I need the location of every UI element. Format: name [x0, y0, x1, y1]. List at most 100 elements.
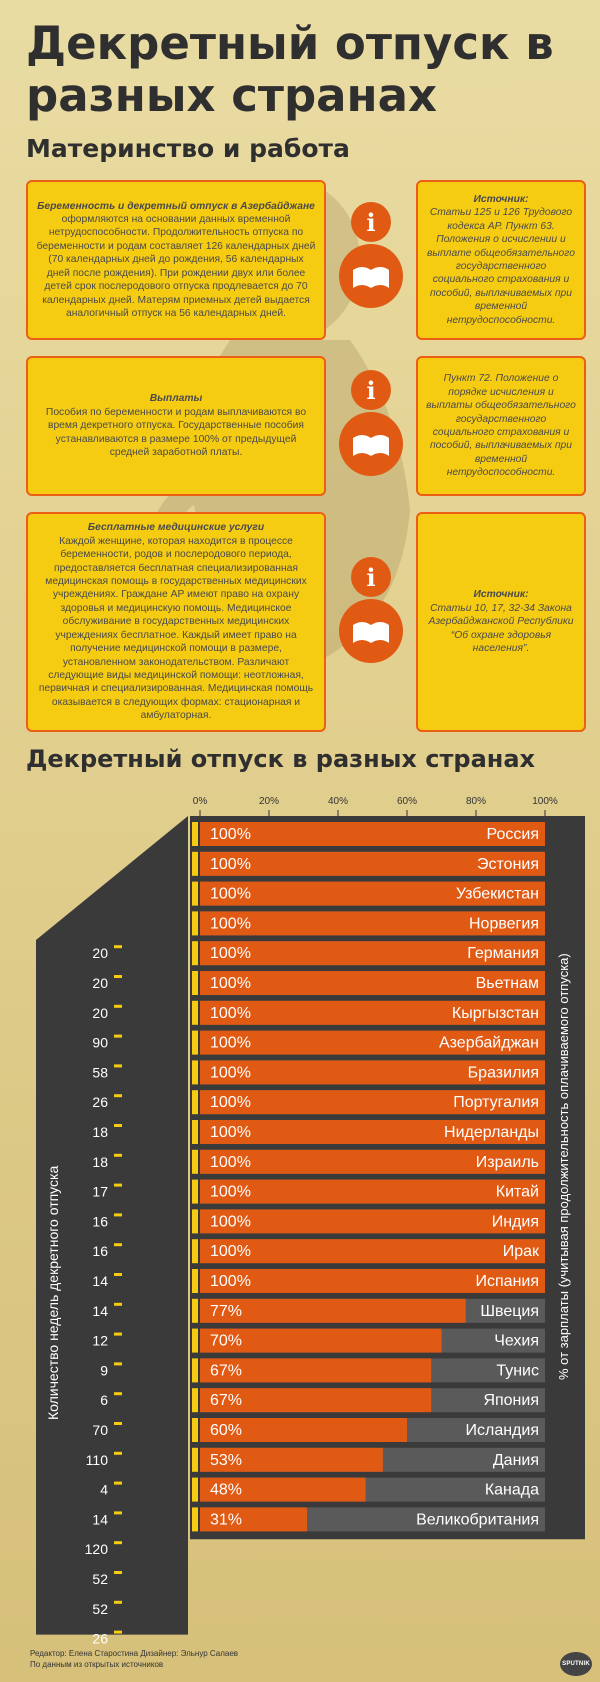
- source-card-2: Пункт 72. Положение о порядке исчисления…: [416, 356, 586, 496]
- bar: [200, 851, 545, 876]
- x-tick-label: 0%: [193, 796, 208, 807]
- free-medical-heading: Бесплатные медицинские услуги: [87, 522, 265, 534]
- category-label: Азербайджан: [439, 1035, 539, 1052]
- weeks-accent: [114, 1034, 122, 1038]
- bar: [200, 1418, 407, 1442]
- payments-card: Выплаты Пособия по беременности и родам …: [26, 356, 326, 496]
- weeks-accent: [114, 1004, 122, 1008]
- bar-accent: [192, 1120, 198, 1144]
- weeks-value: 16: [92, 1213, 108, 1229]
- weeks-accent: [114, 1273, 122, 1276]
- x-tick-label: 100%: [532, 796, 558, 807]
- value-label: 100%: [210, 1154, 251, 1171]
- category-label: Нидерланды: [444, 1124, 539, 1141]
- weeks-value: 18: [92, 1154, 108, 1170]
- weeks-value: 12: [92, 1333, 108, 1349]
- x-tick-label: 60%: [397, 796, 417, 807]
- bar-accent: [192, 881, 198, 906]
- bar: [200, 1328, 442, 1353]
- bar: [200, 1388, 432, 1413]
- category-label: Дания: [493, 1452, 539, 1469]
- weeks-value: 4: [100, 1482, 108, 1498]
- category-label: Канада: [485, 1482, 539, 1499]
- value-label: 100%: [210, 1243, 251, 1260]
- bar: [200, 971, 545, 995]
- category-label: Исландия: [465, 1422, 539, 1439]
- bar-accent: [192, 1358, 198, 1383]
- weeks-accent: [114, 1451, 122, 1455]
- weeks-value: 26: [92, 1631, 108, 1647]
- value-label: 100%: [210, 1124, 251, 1141]
- source-card-1: Источник: Статьи 125 и 126 Трудового код…: [416, 180, 586, 340]
- bar: [200, 1447, 383, 1472]
- value-label: 100%: [210, 1035, 251, 1052]
- source-heading: Источник:: [473, 589, 529, 601]
- value-label: 100%: [210, 1184, 251, 1201]
- weeks-accent: [114, 1332, 122, 1336]
- bar: [200, 1358, 432, 1383]
- source-text: Статьи 125 и 126 Трудового кодекса АР. П…: [427, 207, 575, 326]
- source-line: По данным из открытых источников: [30, 1660, 164, 1669]
- category-label: Китай: [496, 1184, 539, 1201]
- category-label: Израиль: [476, 1154, 539, 1171]
- weeks-accent: [114, 1511, 122, 1515]
- bar: [200, 941, 545, 966]
- chart-panel: [190, 816, 585, 1540]
- value-label: 67%: [210, 1392, 242, 1409]
- category-label: Кыргызстан: [452, 1005, 539, 1022]
- bar: [200, 1507, 307, 1532]
- category-label: Норвегия: [469, 915, 539, 932]
- bar-accent: [192, 1030, 198, 1055]
- category-label: Узбекистан: [456, 886, 539, 903]
- weeks-accent: [114, 975, 122, 978]
- bar-accent: [192, 1298, 198, 1323]
- category-label: Португалия: [453, 1094, 539, 1111]
- footer-credit: Редактор: Елена Старостина Дизайнер: Эль…: [30, 1648, 238, 1670]
- info-book-icon: i: [339, 557, 403, 663]
- bar-accent: [192, 1269, 198, 1293]
- weeks-value: 14: [92, 1273, 108, 1289]
- y-axis-label: Количество недель декретного отпуска: [45, 1166, 61, 1420]
- category-label: Япония: [483, 1392, 539, 1409]
- bar-accent: [192, 1209, 198, 1234]
- weeks-accent: [114, 1600, 122, 1604]
- bar: [200, 1120, 545, 1144]
- bar-accent: [192, 1328, 198, 1353]
- weeks-accent: [114, 1392, 122, 1396]
- value-label: 100%: [210, 886, 251, 903]
- bar-accent: [192, 1239, 198, 1264]
- bar: [200, 822, 545, 846]
- source-card-3: Источник: Статьи 10, 17, 32-34 Закона Аз…: [416, 512, 586, 732]
- weeks-value: 20: [92, 1005, 108, 1021]
- category-label: Россия: [487, 826, 539, 843]
- value-label: 53%: [210, 1452, 242, 1469]
- weeks-accent: [114, 1362, 122, 1366]
- weeks-accent: [114, 1183, 122, 1187]
- category-label: Германия: [467, 945, 539, 962]
- value-label: 31%: [210, 1511, 242, 1528]
- value-label: 100%: [210, 1064, 251, 1081]
- bar: [200, 1239, 545, 1264]
- bar-accent: [192, 1477, 198, 1502]
- weeks-value: 26: [92, 1094, 108, 1110]
- weeks-accent: [114, 1243, 122, 1247]
- bar: [200, 1209, 545, 1234]
- value-label: 100%: [210, 1005, 251, 1022]
- category-label: Индия: [492, 1213, 539, 1230]
- category-label: Чехия: [494, 1333, 539, 1350]
- bar-accent: [192, 1149, 198, 1174]
- category-label: Тунис: [496, 1362, 539, 1379]
- svg-text:i: i: [366, 563, 375, 592]
- bar: [200, 1298, 466, 1323]
- weeks-value: 90: [92, 1035, 108, 1051]
- bar-accent: [192, 1090, 198, 1115]
- svg-text:i: i: [366, 376, 375, 405]
- value-label: 100%: [210, 856, 251, 873]
- weeks-value: 6: [100, 1392, 108, 1408]
- maternity-leave-chart: 0% 20% 40% 60% 80% 100% 100% Россия 100% Эстония 1…: [36, 796, 585, 1647]
- value-label: 60%: [210, 1422, 242, 1439]
- bar: [200, 1000, 545, 1025]
- value-label: 70%: [210, 1333, 242, 1350]
- chart-title: Декретный отпуск в разных странах: [26, 745, 536, 773]
- weeks-value: 20: [92, 945, 108, 961]
